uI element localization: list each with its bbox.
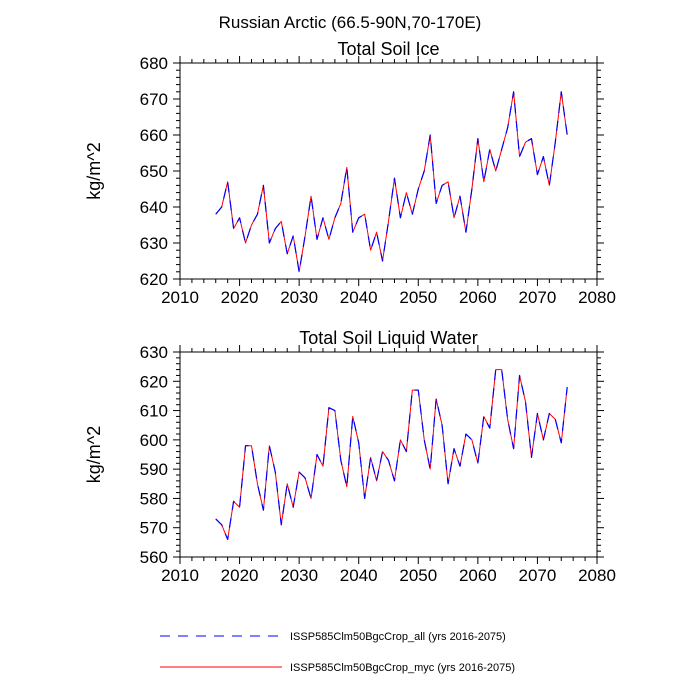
y-axis-label: kg/m^2: [84, 426, 104, 483]
x-tick-label: 2030: [280, 566, 318, 585]
x-tick-label: 2040: [340, 566, 378, 585]
x-tick-label: 2060: [459, 288, 497, 307]
x-tick-label: 2070: [519, 288, 557, 307]
y-axis-label: kg/m^2: [84, 142, 104, 199]
x-tick-label: 2010: [161, 288, 199, 307]
y-tick-label: 580: [140, 489, 168, 508]
legend: ISSP585Clm50BgcCrop_all (yrs 2016-2075) I…: [160, 631, 515, 674]
y-tick-label: 630: [140, 234, 168, 253]
x-tick-label: 2020: [221, 288, 259, 307]
x-tick-label: 2010: [161, 566, 199, 585]
series-line-all: [215, 368, 568, 541]
panel-title: Total Soil Liquid Water: [299, 328, 477, 348]
x-tick-label: 2060: [459, 566, 497, 585]
y-tick-label: 620: [140, 270, 168, 289]
y-tick-label: 570: [140, 519, 168, 538]
y-tick-label: 620: [140, 372, 168, 391]
y-tick-label: 590: [140, 460, 168, 479]
series-line-all: [215, 91, 568, 273]
chart-panel-2: Total Soil Liquid Water kg/m^2 2010 2020 203…: [84, 328, 616, 585]
y-tick-label: 560: [140, 548, 168, 567]
y-tick-label: 670: [140, 90, 168, 109]
x-tick-label: 2080: [578, 288, 616, 307]
figure-title: Russian Arctic (66.5-90N,70-170E): [219, 13, 482, 32]
x-tick-label: 2040: [340, 288, 378, 307]
x-tick-label: 2030: [280, 288, 318, 307]
y-tick-label: 600: [140, 431, 168, 450]
plot-frame: [179, 62, 598, 280]
x-tick-label: 2080: [578, 566, 616, 585]
series-line-myc: [215, 91, 568, 273]
plot-frame: [179, 351, 598, 558]
y-tick-label: 610: [140, 402, 168, 421]
chart-panels: Total Soil Ice kg/m^2 2010 2020 2030 2040 2050…: [84, 39, 616, 585]
x-tick-label: 2050: [399, 566, 437, 585]
panel-title: Total Soil Ice: [337, 39, 439, 59]
x-tick-label: 2070: [519, 566, 557, 585]
y-tick-label: 680: [140, 54, 168, 73]
y-tick-label: 660: [140, 126, 168, 145]
x-tick-label: 2020: [221, 566, 259, 585]
legend-label-1: ISSP585Clm50BgcCrop_all (yrs 2016-2075): [290, 631, 506, 643]
x-tick-label: 2050: [399, 288, 437, 307]
chart-panel-1: Total Soil Ice kg/m^2 2010 2020 2030 2040 2050…: [84, 39, 616, 307]
y-tick-label: 640: [140, 198, 168, 217]
y-tick-label: 650: [140, 162, 168, 181]
y-tick-label: 630: [140, 343, 168, 362]
legend-label-2: ISSP585Clm50BgcCrop_myc (yrs 2016-2075): [290, 662, 515, 674]
